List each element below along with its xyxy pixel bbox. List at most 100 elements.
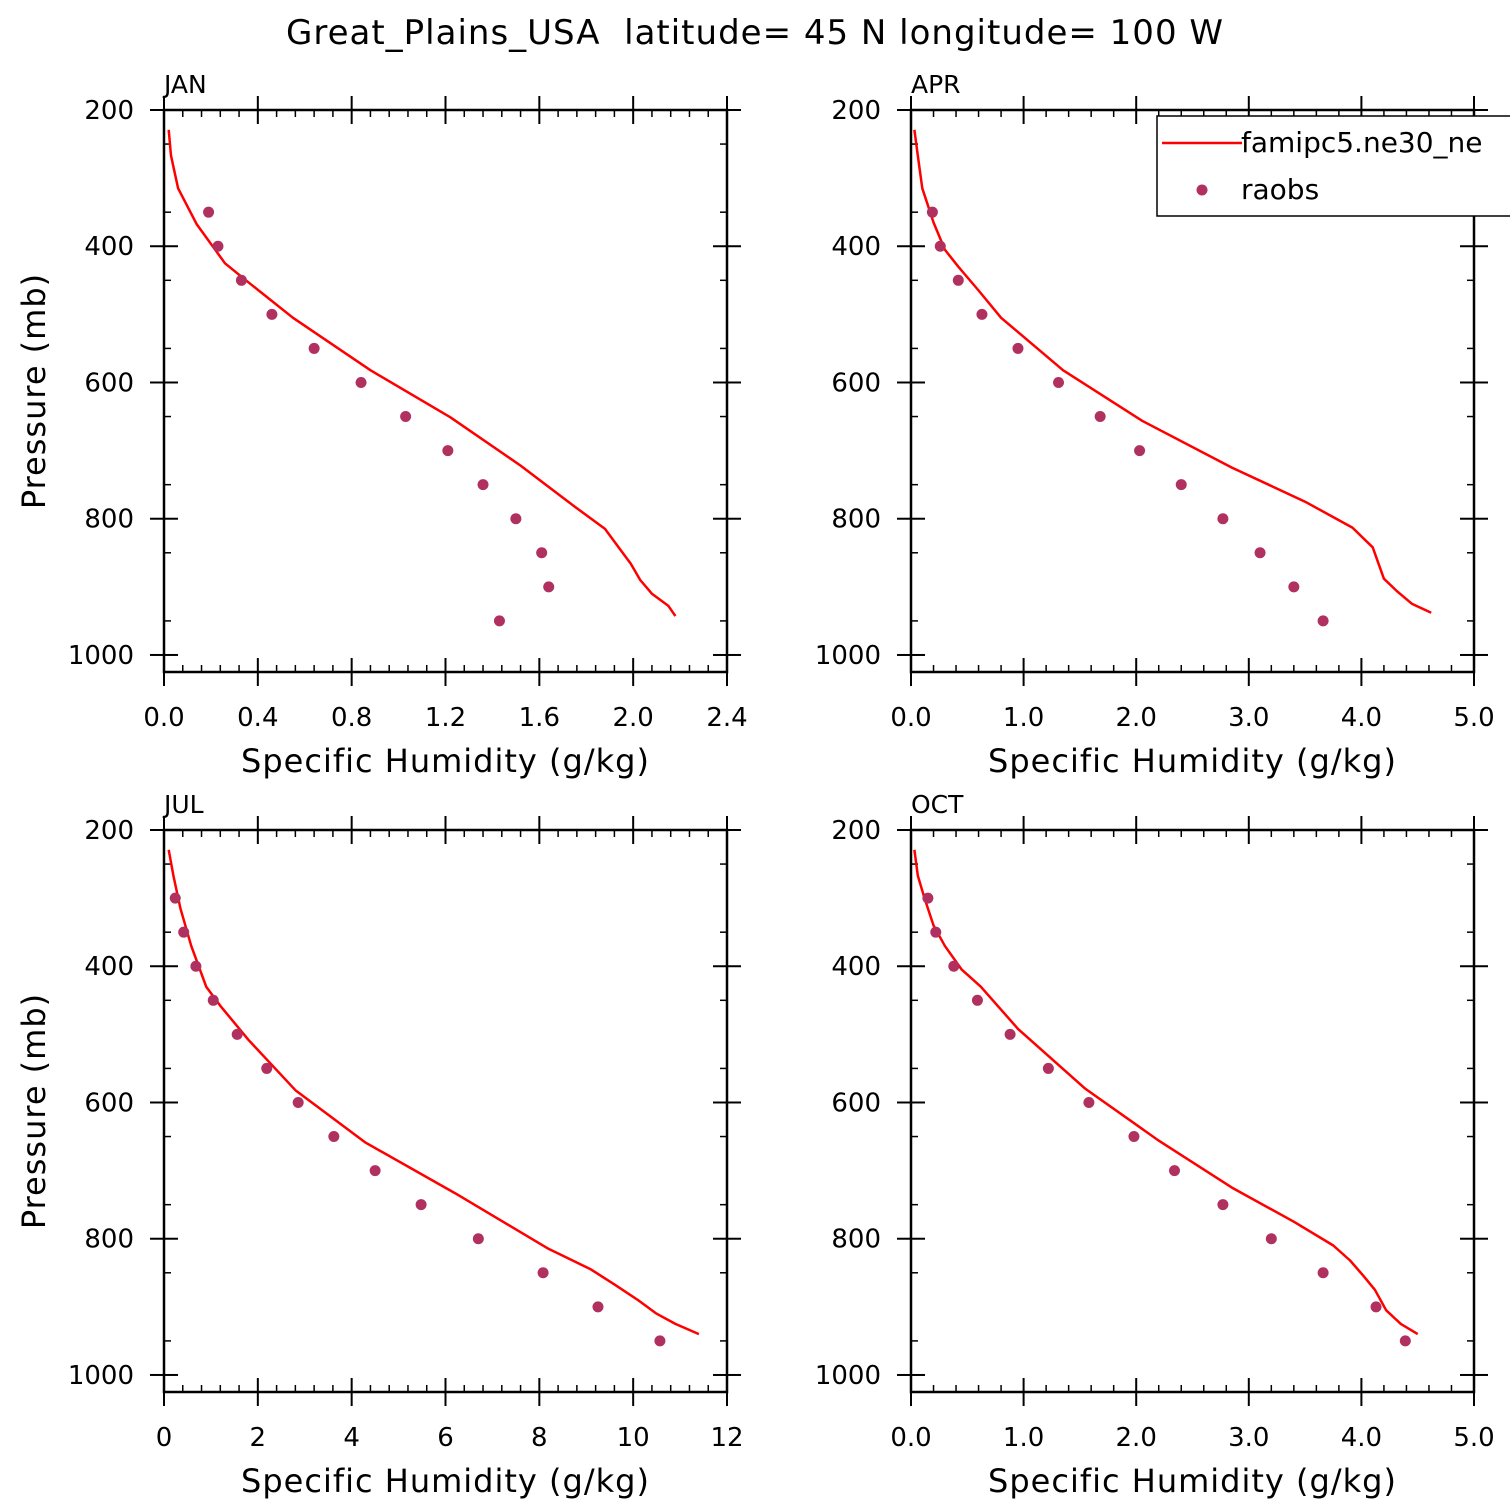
obs-point — [169, 892, 181, 904]
x-tick-label: 4.0 — [1341, 1423, 1382, 1453]
obs-point — [190, 960, 202, 972]
panel-label: OCT — [911, 790, 964, 819]
legend-box — [1156, 115, 1510, 217]
panel-oct: OCT 0.0 1.0 2.0 3.0 4.0 5.0 200 400 600 800 1000 Spe… — [815, 790, 1495, 1500]
y-tick-label: 400 — [831, 952, 881, 982]
y-axis-label: Pressure (mb) — [15, 993, 53, 1229]
y-tick-label: 200 — [831, 816, 881, 846]
x-tick-label: 0.0 — [890, 1423, 931, 1453]
obs-point — [472, 1233, 484, 1245]
y-tick-label: 200 — [831, 96, 881, 126]
obs-point — [207, 994, 219, 1006]
obs-point — [1083, 1096, 1095, 1108]
obs-point — [1053, 376, 1065, 388]
obs-point — [261, 1062, 273, 1074]
x-tick-label: 0.0 — [143, 703, 184, 733]
obs-point — [266, 308, 278, 320]
obs-point — [654, 1335, 666, 1347]
obs-point — [1134, 445, 1146, 457]
plot-frame — [162, 828, 729, 1394]
obs-point — [543, 581, 555, 593]
obs-point — [592, 1301, 604, 1313]
obs-point — [308, 342, 320, 354]
obs-point — [235, 274, 247, 286]
obs-point — [178, 926, 190, 938]
obs-point — [369, 1165, 381, 1177]
obs-point — [493, 615, 505, 627]
x-tick-label: 2.0 — [1116, 703, 1157, 733]
legend-obs-label: raobs — [1241, 173, 1319, 206]
obs-point — [1265, 1233, 1277, 1245]
y-tick-label: 600 — [84, 1088, 134, 1118]
obs-point — [231, 1028, 243, 1040]
obs-point — [1175, 479, 1187, 491]
y-tick-label: 400 — [84, 232, 134, 262]
obs-point — [1217, 1199, 1229, 1211]
obs-point — [328, 1131, 340, 1143]
y-tick-label: 200 — [84, 816, 134, 846]
plot-frame — [909, 108, 1476, 674]
y-tick-label: 1000 — [68, 1361, 134, 1391]
obs-point — [1094, 411, 1106, 423]
x-tick-label: 0.8 — [331, 703, 372, 733]
y-axis-label: Pressure (mb) — [15, 273, 53, 509]
obs-point — [1012, 342, 1024, 354]
x-tick-label: 6 — [437, 1423, 454, 1453]
figure-title: Great_Plains_USA latitude= 45 N longitud… — [286, 13, 1224, 53]
x-tick-label: 4.0 — [1341, 703, 1382, 733]
obs-point — [1004, 1028, 1016, 1040]
obs-point — [976, 308, 988, 320]
legend-model-label: famipc5.ne30_ne — [1241, 126, 1483, 159]
obs-point — [1317, 1267, 1329, 1279]
obs-point — [292, 1096, 304, 1108]
y-tick-label: 400 — [831, 232, 881, 262]
obs-point — [536, 547, 548, 559]
obs-point — [510, 513, 522, 525]
x-tick-label: 10 — [617, 1423, 650, 1453]
x-tick-label: 2.0 — [612, 703, 653, 733]
obs-point — [1288, 581, 1300, 593]
panel-jan: JAN 0.0 0.4 0.8 1.2 1.6 2.0 2.4 200 400 600 800 1000… — [15, 70, 748, 780]
x-tick-label: 0.0 — [890, 703, 931, 733]
obs-point — [212, 240, 224, 252]
y-tick-label: 600 — [84, 368, 134, 398]
y-tick-label: 600 — [831, 1088, 881, 1118]
x-axis-label: Specific Humidity (g/kg) — [988, 742, 1397, 780]
x-axis-label: Specific Humidity (g/kg) — [241, 1462, 650, 1500]
obs-point — [922, 892, 934, 904]
x-tick-label: 3.0 — [1228, 703, 1269, 733]
panel-jul: JUL 0 2 4 6 8 10 12 200 400 600 800 1000 Specific Hum… — [15, 790, 744, 1500]
x-tick-label: 3.0 — [1228, 1423, 1269, 1453]
obs-point — [1042, 1062, 1054, 1074]
obs-point — [1370, 1301, 1382, 1313]
y-tick-label: 1000 — [815, 641, 881, 671]
y-tick-label: 800 — [84, 1225, 134, 1255]
obs-point — [400, 411, 412, 423]
y-tick-label: 800 — [84, 505, 134, 535]
obs-point — [1399, 1335, 1411, 1347]
panel-label: JAN — [162, 70, 207, 99]
obs-point — [1168, 1165, 1180, 1177]
obs-point — [948, 960, 960, 972]
x-tick-label: 1.2 — [425, 703, 466, 733]
obs-point — [952, 274, 964, 286]
obs-point — [1217, 513, 1229, 525]
y-tick-label: 400 — [84, 952, 134, 982]
y-tick-label: 800 — [831, 505, 881, 535]
x-tick-label: 5.0 — [1453, 1423, 1494, 1453]
obs-point — [971, 994, 983, 1006]
x-tick-label: 12 — [710, 1423, 743, 1453]
panel-apr: APR 0.0 1.0 2.0 3.0 4.0 5.0 200 400 600 800 1000 Spe… — [815, 70, 1510, 780]
x-tick-label: 2.4 — [706, 703, 747, 733]
x-tick-label: 5.0 — [1453, 703, 1494, 733]
x-tick-label: 2.0 — [1116, 1423, 1157, 1453]
obs-point — [442, 445, 454, 457]
x-tick-label: 4 — [343, 1423, 360, 1453]
obs-point — [1317, 615, 1329, 627]
obs-point — [537, 1267, 549, 1279]
y-tick-label: 200 — [84, 96, 134, 126]
panel-label: APR — [911, 70, 961, 99]
plot-frame — [909, 828, 1476, 1394]
obs-point — [203, 206, 215, 218]
